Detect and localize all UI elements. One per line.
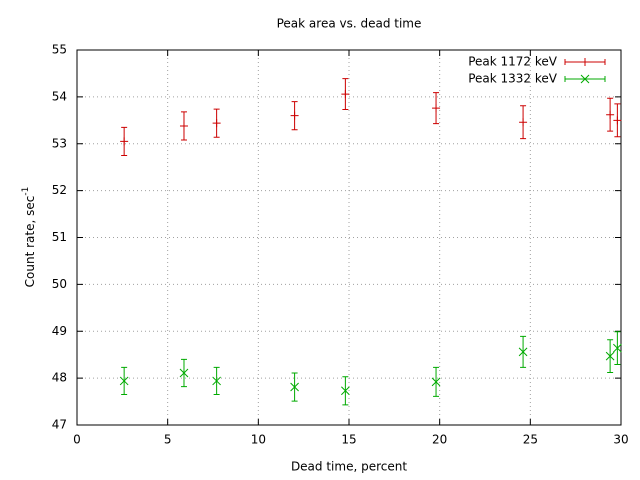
- x-tick-label: 20: [432, 433, 447, 447]
- y-tick-label: 54: [52, 89, 67, 103]
- x-tick-label: 15: [341, 433, 356, 447]
- point: [179, 121, 188, 130]
- point: [519, 118, 528, 127]
- legend-label: Peak 1332 keV: [468, 72, 558, 86]
- y-tick-label: 50: [52, 277, 67, 291]
- x-tick-label: 25: [523, 433, 538, 447]
- legend-marker: [581, 58, 589, 66]
- point: [212, 119, 221, 128]
- x-tick-label: 30: [613, 433, 628, 447]
- chart-title: Peak area vs. dead time: [277, 17, 422, 31]
- point: [606, 110, 615, 119]
- y-tick-label: 55: [52, 43, 67, 57]
- point: [179, 368, 189, 378]
- y-tick-label: 51: [52, 230, 67, 244]
- y-axis-label: Count rate, sec-1: [21, 187, 37, 288]
- y-tick-label: 52: [52, 183, 67, 197]
- y-tick-label: 53: [52, 136, 67, 150]
- y-tick-label: 47: [52, 418, 67, 432]
- legend-marker: [580, 74, 590, 84]
- y-tick-label: 48: [52, 371, 67, 385]
- point: [432, 104, 441, 113]
- point: [341, 386, 350, 396]
- y-axis-label-text: Count rate, sec: [23, 196, 37, 288]
- point: [290, 382, 299, 392]
- point: [212, 376, 221, 386]
- point: [518, 347, 528, 357]
- x-tick-label: 10: [251, 433, 266, 447]
- y-axis-label-superscript: -1: [21, 187, 31, 196]
- x-tick-label: 0: [73, 433, 81, 447]
- legend-label: Peak 1172 keV: [468, 55, 558, 69]
- plot-frame: [76, 49, 622, 426]
- point: [613, 343, 622, 353]
- y-tick-label: 49: [52, 324, 67, 338]
- point: [119, 376, 129, 386]
- point: [613, 116, 622, 125]
- x-tick-label: 5: [164, 433, 172, 447]
- point: [431, 377, 441, 387]
- point: [605, 351, 615, 361]
- point: [120, 137, 129, 146]
- point: [341, 90, 350, 99]
- point: [290, 111, 299, 120]
- x-axis-label: Dead time, percent: [291, 460, 407, 474]
